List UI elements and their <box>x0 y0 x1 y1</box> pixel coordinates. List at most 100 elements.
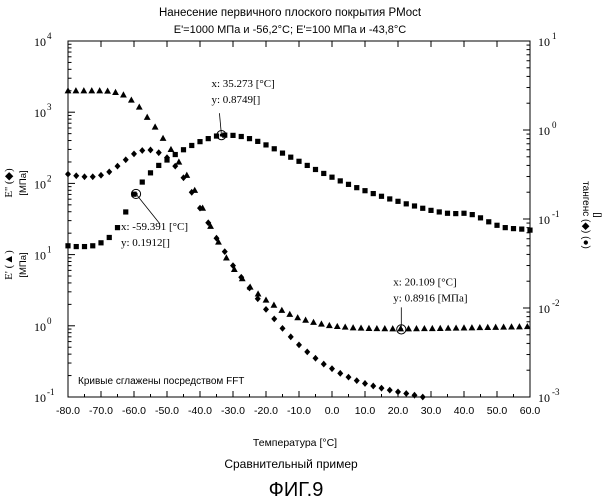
y-right-tick-label: 10 <box>538 124 550 138</box>
data-point-triangle <box>151 123 159 130</box>
x-tick-label: 10.0 <box>355 405 376 417</box>
annotation-leader <box>135 193 161 225</box>
y-left-tick-label: 10 <box>34 320 46 334</box>
y-right-tick-exp: 0 <box>552 120 557 130</box>
data-point-diamond <box>395 388 401 396</box>
right-axis-label-unit: [] <box>592 212 603 217</box>
data-point-diamond <box>230 262 236 270</box>
y-left-tick-label: 10 <box>34 391 46 405</box>
data-point-triangle <box>508 323 515 330</box>
annotation-marker-ring <box>216 130 227 141</box>
data-point-triangle <box>143 113 151 120</box>
annotation-text: y: 0.8749[] <box>211 94 260 106</box>
x-tick-label: 50.0 <box>487 405 508 417</box>
left-axis-label-storage-main: E' (▲) <box>3 250 15 280</box>
data-point-square <box>279 150 286 156</box>
data-point-triangle <box>80 87 88 94</box>
y-left-tick-label: 10 <box>34 106 46 120</box>
data-point-diamond <box>213 234 220 242</box>
data-point-triangle <box>365 324 373 331</box>
data-point-diamond <box>386 386 393 394</box>
x-tick-label: -20.0 <box>254 405 278 417</box>
data-point-square <box>189 142 195 149</box>
data-point-triangle <box>516 323 523 330</box>
data-point-triangle <box>175 158 183 165</box>
data-point-triangle <box>373 324 381 332</box>
x-tick-label: -80.0 <box>56 405 80 417</box>
x-tick-label: -50.0 <box>155 405 179 417</box>
data-point-triangle <box>223 254 230 261</box>
data-point-diamond <box>279 324 286 332</box>
data-point-triangle <box>523 322 531 330</box>
data-point-triangle <box>270 301 278 308</box>
data-point-square <box>164 157 170 163</box>
data-point-square <box>288 154 294 160</box>
y-left-tick-exp: 1 <box>47 245 52 255</box>
data-point-triangle <box>452 324 460 331</box>
left-axis-label-loss-main: E'' (◆) <box>3 168 15 198</box>
data-point-square <box>123 209 129 215</box>
data-point-square <box>312 166 319 173</box>
data-point-diamond <box>411 391 418 399</box>
data-point-triangle <box>333 322 341 330</box>
annotation-marker-ring <box>130 188 142 200</box>
data-point-square <box>65 243 71 249</box>
data-point-square <box>387 196 393 202</box>
annotation-text: x: 35.273 [°C] <box>211 78 274 90</box>
chart-subtitle: E'=1000 МПа и -56,2°С; E'=100 МПа и -43,… <box>174 24 407 36</box>
data-point-square <box>263 142 269 148</box>
annotation-marker-dot <box>134 192 138 196</box>
data-point-triangle <box>207 222 214 229</box>
left-axis-label-storage-unit: [МПа] <box>18 252 29 277</box>
annotation-0: x: 35.273 [°C] y: 0.8749[] <box>211 78 275 141</box>
data-point-square <box>230 132 236 138</box>
data-point-square <box>461 210 467 216</box>
x-tick-label: -10.0 <box>287 405 311 417</box>
data-point-triangle <box>341 323 349 330</box>
y-right-tick-label: 10 <box>538 302 550 316</box>
annotation-layer: x: 35.273 [°C] y: 0.8749[] x: -59.391 [°C]… <box>121 78 468 335</box>
data-point-square <box>73 243 79 250</box>
data-point-square <box>527 227 533 233</box>
x-axis-label-main: Температура <box>253 437 317 449</box>
data-point-diamond <box>197 204 203 212</box>
data-point-diamond <box>106 168 113 176</box>
data-point-square <box>197 139 203 145</box>
data-point-diamond <box>73 172 80 180</box>
data-point-triangle <box>96 87 104 94</box>
y-left-tick-label: 10 <box>34 35 46 49</box>
data-point-diamond <box>114 162 121 170</box>
data-point-square <box>354 185 360 191</box>
x-tick-label: 20.0 <box>388 405 409 417</box>
annotation-1: x: -59.391 [°C] y: 0.1912[] <box>121 188 188 249</box>
data-point-triangle <box>302 316 309 323</box>
data-point-square <box>205 136 211 142</box>
data-point-triangle <box>64 87 72 94</box>
data-point-triangle <box>135 103 143 110</box>
data-point-square <box>246 136 253 142</box>
data-point-triangle <box>484 323 492 330</box>
data-point-square <box>420 205 426 211</box>
x-tick-label: 40.0 <box>454 405 475 417</box>
data-point-square <box>469 212 475 218</box>
data-point-triangle <box>492 323 500 330</box>
y-right-tick-label: 10 <box>538 391 550 405</box>
y-right-tick-exp: -3 <box>552 387 560 397</box>
data-point-triangle <box>254 290 262 297</box>
data-point-diamond <box>312 354 319 362</box>
annotation-text: y: 0.8916 [МПа] <box>393 292 467 304</box>
annotation-marker-dot <box>219 133 224 137</box>
data-point-diamond <box>98 171 104 179</box>
data-point-square <box>304 162 310 169</box>
data-point-diamond <box>304 348 311 356</box>
data-point-triangle <box>405 325 412 332</box>
y-left-tick-label: 10 <box>34 249 46 263</box>
data-point-diamond <box>205 219 212 227</box>
annotation-text: x: -59.391 [°C] <box>121 221 188 233</box>
x-axis-label: Температура [°C] <box>253 437 337 449</box>
data-point-square <box>90 243 96 249</box>
series-diamond <box>65 146 426 401</box>
series-triangle <box>64 87 531 332</box>
data-point-diamond <box>139 147 146 154</box>
